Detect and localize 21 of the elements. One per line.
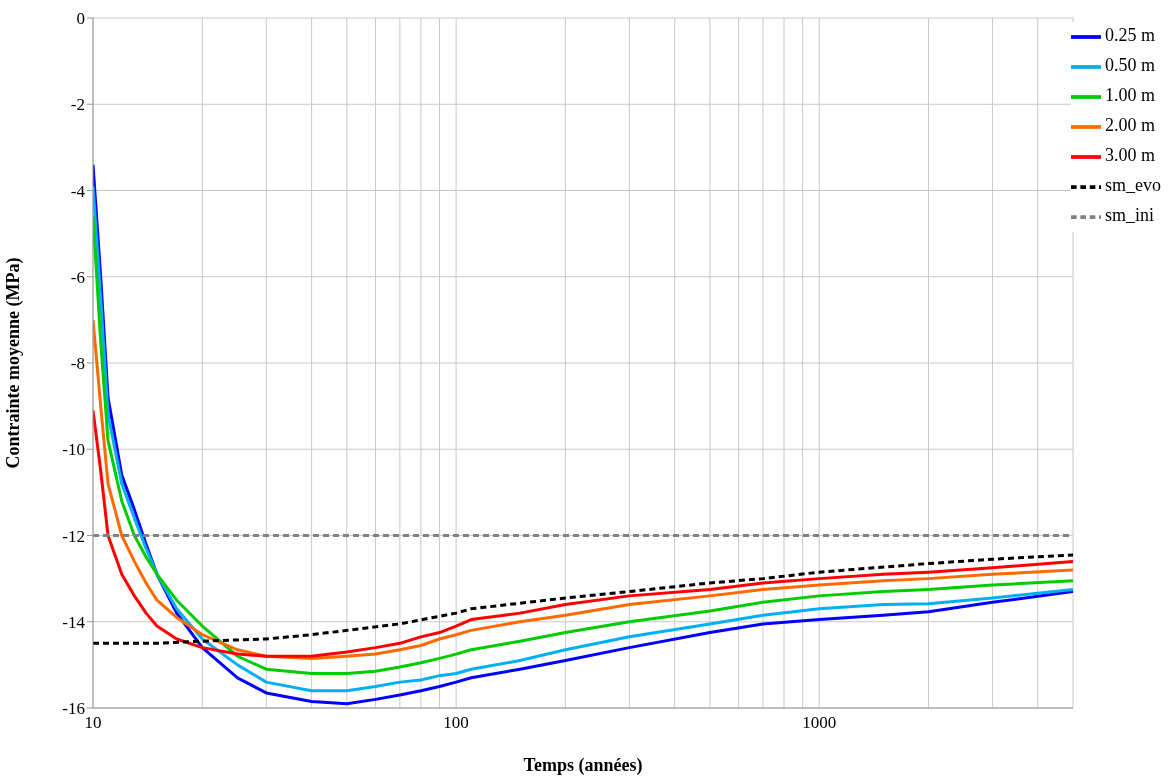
y-tick-label: 0	[76, 9, 85, 29]
legend-label: sm_ini	[1105, 205, 1155, 226]
y-tick-label: -12	[62, 526, 85, 546]
y-axis-title: Contrainte moyenne (MPa)	[3, 257, 25, 469]
legend-label: 0.50 m	[1105, 55, 1156, 76]
x-tick-label: 100	[443, 713, 469, 733]
legend-label: sm_evo	[1105, 175, 1161, 196]
y-tick-label: -8	[70, 354, 85, 374]
legend-label: 1.00 m	[1105, 85, 1156, 106]
y-tick-label: -6	[70, 267, 85, 287]
y-tick-label: -14	[62, 612, 86, 632]
y-tick-label: -2	[70, 95, 85, 115]
legend-label: 2.00 m	[1105, 115, 1156, 136]
x-axis-title: Temps (années)	[523, 755, 643, 776]
y-tick-label: -16	[62, 699, 85, 719]
x-tick-label: 1000	[802, 713, 837, 733]
legend-label: 0.25 m	[1105, 25, 1156, 46]
y-tick-label: -4	[70, 181, 86, 201]
x-tick-label: 10	[84, 713, 102, 733]
y-tick-label: -10	[62, 440, 85, 460]
legend-label: 3.00 m	[1105, 145, 1156, 166]
